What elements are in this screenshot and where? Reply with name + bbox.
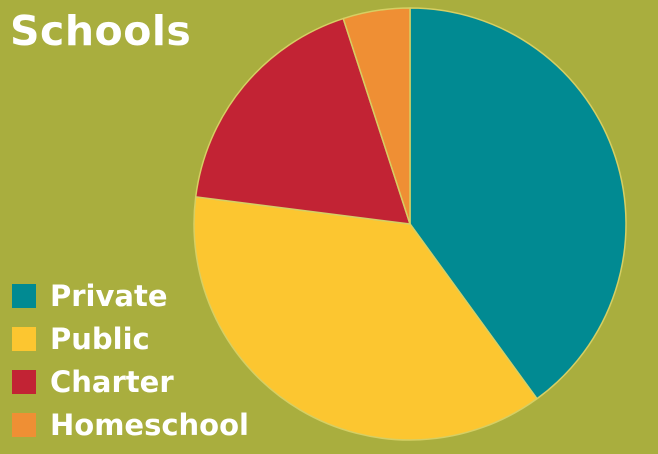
chart-title: Schools xyxy=(10,7,192,55)
pie-slice-private xyxy=(409,7,627,400)
legend-item-charter: Charter xyxy=(12,360,249,403)
legend-label-homeschool: Homeschool xyxy=(50,407,249,442)
pie-slices xyxy=(193,7,627,441)
pie-slice-public xyxy=(193,196,538,441)
legend-swatch-homeschool xyxy=(12,412,36,437)
legend-swatch-public xyxy=(12,326,36,351)
legend-item-private: Private xyxy=(12,274,249,317)
legend-swatch-private xyxy=(12,283,36,308)
legend-label-private: Private xyxy=(50,278,168,313)
legend-item-public: Public xyxy=(12,317,249,360)
legend-label-charter: Charter xyxy=(50,364,174,399)
pie-slice-charter xyxy=(194,17,411,225)
legend: Private Public Charter Homeschool xyxy=(12,274,249,446)
legend-label-public: Public xyxy=(50,321,150,356)
legend-item-homeschool: Homeschool xyxy=(12,403,249,446)
pie-slice-homeschool xyxy=(342,7,411,225)
legend-swatch-charter xyxy=(12,369,36,394)
